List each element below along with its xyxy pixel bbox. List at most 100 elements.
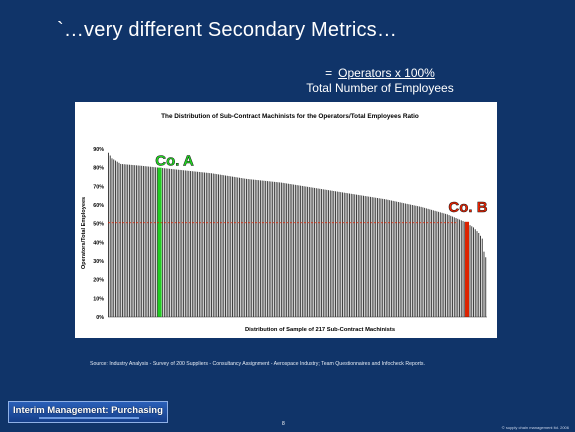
bar xyxy=(301,185,303,317)
bar xyxy=(170,168,172,317)
bar xyxy=(413,205,415,317)
bar xyxy=(256,179,258,317)
bar xyxy=(263,180,265,317)
bar xyxy=(369,196,371,317)
bar xyxy=(121,164,123,317)
y-tick-label: 60% xyxy=(93,203,104,209)
bar xyxy=(478,233,480,317)
bar xyxy=(450,215,452,317)
company-callouts: Co. A Co. B xyxy=(155,152,488,216)
bar xyxy=(200,172,202,317)
bar xyxy=(120,163,122,317)
logo-text: Interim Management: Purchasing xyxy=(13,405,163,416)
bar xyxy=(134,165,136,317)
bar xyxy=(317,188,319,317)
y-tick-label: 20% xyxy=(93,278,104,284)
bar xyxy=(259,180,261,317)
bar xyxy=(424,207,426,317)
bar xyxy=(436,211,438,317)
bar xyxy=(204,172,206,317)
bar xyxy=(438,211,440,317)
bar xyxy=(176,169,178,317)
bar xyxy=(480,235,481,317)
bar xyxy=(251,179,253,317)
y-tick-label: 40% xyxy=(93,240,104,246)
bar xyxy=(429,209,431,317)
bar xyxy=(380,198,382,317)
bar xyxy=(230,176,232,317)
bar xyxy=(169,168,171,317)
bar xyxy=(298,185,300,317)
slide-title: `…very different Secondary Metrics… xyxy=(57,19,398,41)
bar xyxy=(219,174,221,317)
bar xyxy=(445,213,447,317)
bar xyxy=(335,191,337,317)
bar xyxy=(195,171,197,317)
bar xyxy=(345,192,347,317)
bar xyxy=(209,173,211,317)
bar xyxy=(218,174,219,317)
bar xyxy=(446,214,448,317)
bar xyxy=(258,180,260,317)
bar xyxy=(228,176,230,317)
bar xyxy=(273,181,275,317)
copyright: © supply chain management ltd. 2006 xyxy=(501,425,569,430)
bar xyxy=(420,206,422,317)
bar xyxy=(233,176,235,317)
bar xyxy=(404,203,406,317)
bar xyxy=(469,225,471,317)
bar xyxy=(383,199,385,317)
bar xyxy=(211,173,213,317)
bar xyxy=(473,227,474,317)
bar xyxy=(376,198,378,317)
formula-equals: = xyxy=(325,66,333,80)
bar xyxy=(249,179,251,317)
bar xyxy=(427,208,429,317)
bar xyxy=(431,209,433,317)
bar xyxy=(300,185,302,317)
highlight-bars xyxy=(108,167,470,317)
bar xyxy=(415,205,417,317)
bar xyxy=(216,174,218,317)
bar xyxy=(410,204,412,317)
bar xyxy=(307,186,309,317)
bar xyxy=(401,202,403,317)
bar xyxy=(167,168,169,317)
bar xyxy=(245,178,247,317)
bar xyxy=(322,189,324,317)
bar xyxy=(314,187,316,317)
bar xyxy=(132,165,134,317)
highlight-bar xyxy=(157,167,162,317)
bar xyxy=(459,219,461,317)
page-number: 8 xyxy=(282,421,285,427)
bar xyxy=(357,194,359,317)
bar xyxy=(406,203,408,317)
bar xyxy=(417,206,419,317)
bar xyxy=(235,177,237,317)
bar xyxy=(268,181,270,317)
bar xyxy=(287,183,289,317)
bar xyxy=(289,184,291,317)
y-tick-label: 50% xyxy=(93,222,104,228)
bar xyxy=(485,257,487,317)
bar xyxy=(315,188,317,317)
bar xyxy=(308,187,310,317)
bar xyxy=(349,193,350,317)
bar xyxy=(279,182,281,317)
bar xyxy=(455,218,457,317)
bar xyxy=(148,166,150,317)
bar xyxy=(476,231,478,317)
formula-numerator-line: = Operators x 100% xyxy=(280,66,480,81)
bar xyxy=(329,190,331,317)
bar xyxy=(226,175,228,317)
bar xyxy=(238,177,240,317)
bar xyxy=(441,212,443,317)
bar xyxy=(198,171,200,317)
bar xyxy=(137,165,139,317)
bar xyxy=(338,191,340,317)
y-tick-label: 10% xyxy=(93,296,104,302)
bar xyxy=(108,152,109,317)
bar xyxy=(291,184,293,317)
bar xyxy=(261,180,263,317)
bar xyxy=(146,166,148,317)
